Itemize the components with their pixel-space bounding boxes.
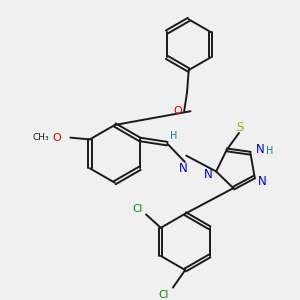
Text: N: N xyxy=(258,175,267,188)
Text: Cl: Cl xyxy=(132,204,142,214)
Text: S: S xyxy=(237,121,244,134)
Text: Cl: Cl xyxy=(158,290,169,300)
Text: N: N xyxy=(256,143,265,156)
Text: O: O xyxy=(53,133,62,143)
Text: N: N xyxy=(204,169,213,182)
Text: CH₃: CH₃ xyxy=(32,133,49,142)
Text: H: H xyxy=(170,131,177,141)
Text: H: H xyxy=(266,146,274,157)
Text: N: N xyxy=(179,163,188,176)
Text: O: O xyxy=(173,106,182,116)
